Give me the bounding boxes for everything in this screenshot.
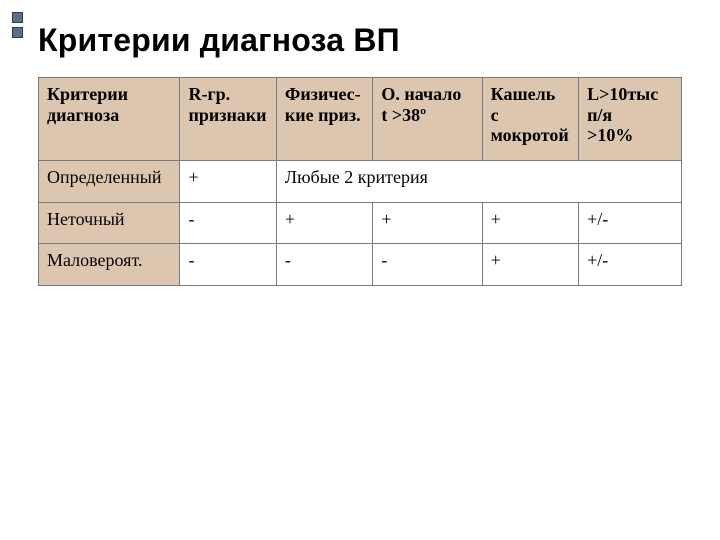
cell-value: + xyxy=(180,161,276,203)
hdr-text: мокротой xyxy=(491,125,569,145)
hdr-text: Физичес- xyxy=(285,84,361,104)
slide: Критерии диагноза ВП Критерии диагноза R… xyxy=(0,0,720,540)
hdr-text: с xyxy=(491,105,499,125)
cell-value: +/- xyxy=(579,202,682,244)
cell-value: +/- xyxy=(579,244,682,286)
cell-value: - xyxy=(180,202,276,244)
col-header-rgr: R-гр. признаки xyxy=(180,78,276,161)
cell-value: - xyxy=(180,244,276,286)
hdr-text: R-гр. xyxy=(188,84,230,104)
cell-value: - xyxy=(276,244,372,286)
table-row: Маловероят. - - - + +/- xyxy=(39,244,682,286)
row-label-definite: Определенный xyxy=(39,161,180,203)
table-row: Определенный + Любые 2 критерия xyxy=(39,161,682,203)
hdr-text: О. начало xyxy=(381,84,461,104)
hdr-text: Кашель xyxy=(491,84,556,104)
hdr-text: Критерии xyxy=(47,84,128,104)
hdr-text: t >38º xyxy=(381,105,426,125)
table-header-row: Критерии диагноза R-гр. признаки Физичес… xyxy=(39,78,682,161)
hdr-text: признаки xyxy=(188,105,266,125)
hdr-text: L>10тыс xyxy=(587,84,658,104)
cell-value: + xyxy=(373,202,482,244)
hdr-text: п/я xyxy=(587,105,612,125)
hdr-text: >10% xyxy=(587,125,633,145)
decor-square xyxy=(12,27,23,38)
col-header-criteria: Критерии диагноза xyxy=(39,78,180,161)
decor-squares xyxy=(12,12,23,42)
cell-value: + xyxy=(482,202,578,244)
cell-value: - xyxy=(373,244,482,286)
hdr-text: диагноза xyxy=(47,105,119,125)
cell-value: + xyxy=(276,202,372,244)
row-label-unlikely: Маловероят. xyxy=(39,244,180,286)
col-header-cough: Кашель с мокротой xyxy=(482,78,578,161)
criteria-table: Критерии диагноза R-гр. признаки Физичес… xyxy=(38,77,682,286)
col-header-phys: Физичес- кие приз. xyxy=(276,78,372,161)
row-label-imprecise: Неточный xyxy=(39,202,180,244)
col-header-l: L>10тыс п/я >10% xyxy=(579,78,682,161)
table-row: Неточный - + + + +/- xyxy=(39,202,682,244)
cell-merged-any2: Любые 2 критерия xyxy=(276,161,681,203)
col-header-onset: О. начало t >38º xyxy=(373,78,482,161)
hdr-text: кие приз. xyxy=(285,105,361,125)
page-title: Критерии диагноза ВП xyxy=(38,22,682,59)
decor-square xyxy=(12,12,23,23)
cell-value: + xyxy=(482,244,578,286)
